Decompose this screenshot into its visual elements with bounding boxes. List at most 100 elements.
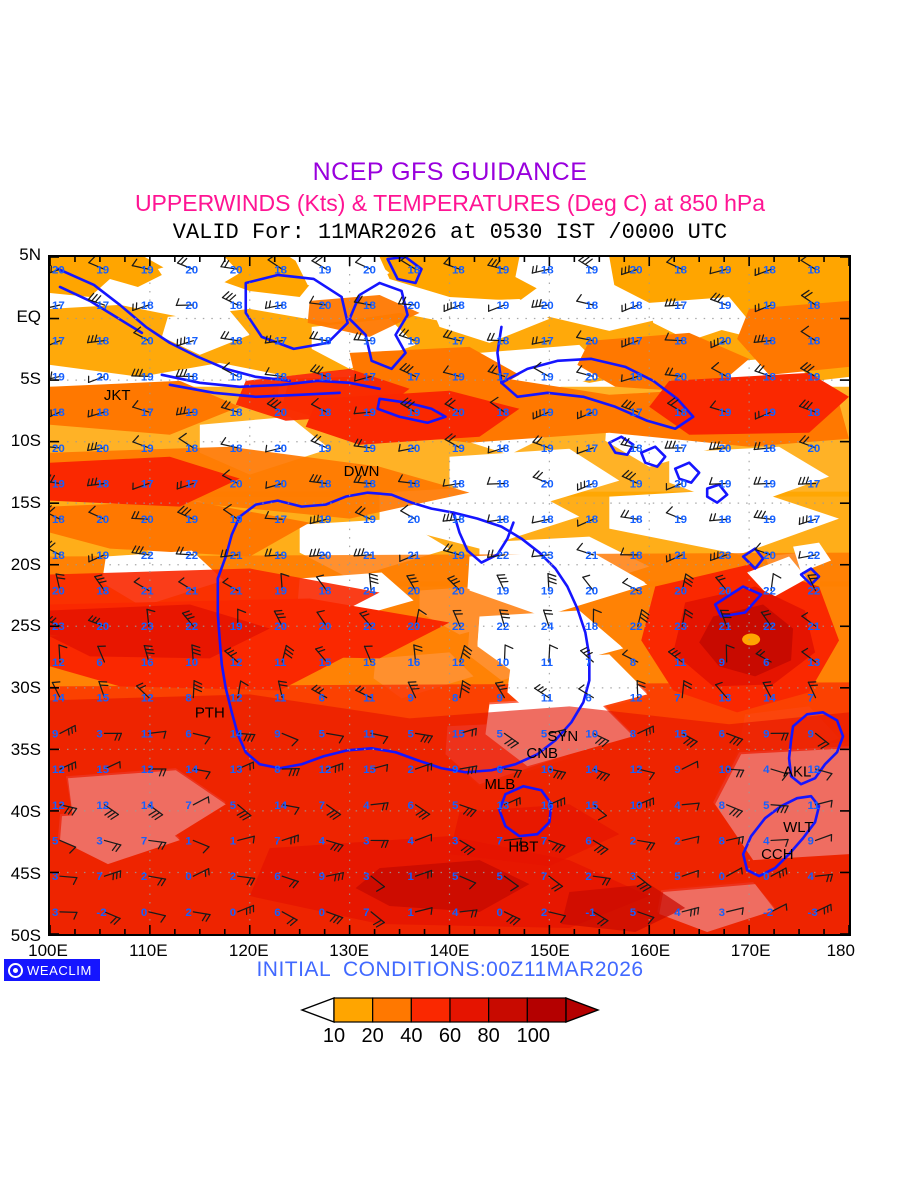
wind-barb [280,573,290,592]
x-axis-tick-170E: 170E [730,941,771,960]
temperature-label: 19 [452,371,465,383]
temperature-label: 15 [585,800,598,812]
temperature-label: 12 [319,764,332,776]
wind-barb [444,433,461,449]
wind-barb [710,337,728,349]
temperature-label: 11 [274,657,287,669]
wind-barb [221,291,239,306]
wind-barb [547,573,557,592]
city-label-cnb: CNB [526,745,558,762]
weaclim-logo[interactable]: WEACLIM [4,959,100,981]
y-axis-tick-5N: 5N [19,245,41,264]
temperature-label: 7 [274,835,280,847]
map-plot-area: 20 19 19 20 20 18 19 20 18 18 19 18 19 20 18 19 18 18 17 17… [11,245,855,960]
temperature-label: 18 [541,264,554,276]
temperature-label: 8 [185,693,192,705]
wind-barb [220,400,239,413]
temperature-label: 19 [541,443,554,455]
wind-barb [533,361,550,378]
temperature-label: 18 [408,478,421,490]
wind-barb [414,732,433,744]
temperature-label: 14 [141,800,154,812]
temperature-label: 11 [363,728,376,740]
temperature-label: 6 [319,693,325,705]
wind-barb [87,615,106,627]
wind-barb [86,334,106,344]
wind-barb [770,903,788,913]
temperature-label: 15 [96,764,109,776]
wind-barb [88,505,106,520]
temperature-label: 6 [763,657,769,669]
temperature-label: 18 [274,371,287,383]
temperature-label: 17 [541,336,554,348]
wind-barb [50,615,61,627]
initial-conditions-text: INITIAL CONDITIONS:00Z11MAR2026 [256,958,644,981]
temperature-label: 21 [719,621,732,633]
temperature-label: 18 [452,264,465,276]
temperature-label: 7 [319,800,325,812]
temperature-label: 18 [496,336,509,348]
wind-barb [414,869,433,879]
page-title-primary: NCEP GFS GUIDANCE [312,158,588,186]
wind-barb [178,577,194,592]
wind-barb [181,610,195,627]
temperature-label: 14 [585,764,598,776]
wind-barb [50,505,61,520]
wind-barb [542,609,554,627]
wind-barb [265,481,283,489]
temperature-label: 10 [630,800,643,812]
wind-barb [50,409,61,418]
wind-barb [814,768,833,781]
temperature-label: 19 [541,407,554,419]
temperature-label: 6 [719,728,725,740]
wind-barb [709,551,728,562]
wind-barb [592,839,609,856]
temperature-label: 12 [230,693,243,705]
wind-barb [681,680,693,699]
temperature-label: 6 [96,657,102,669]
temperature-label: 22 [496,550,509,562]
wind-barb [664,440,683,449]
temperature-label: 18 [674,336,687,348]
wind-barb [548,728,567,737]
temperature-label: 18 [96,336,109,348]
temperature-label: 21 [141,586,154,598]
temperature-label: 22 [763,621,776,633]
temperature-label: 5 [541,728,548,740]
temperature-label: 18 [496,443,509,455]
temperature-label: 18 [319,336,332,348]
wind-barb [814,873,834,883]
temperature-label: 20 [52,264,65,276]
temperature-label: 23 [541,550,554,562]
temperature-label: 19 [452,550,465,562]
temperature-label: 18 [496,514,509,526]
temperature-label: 22 [452,621,465,633]
wind-barb [59,911,78,920]
wind-barb [770,732,789,741]
wind-barb [548,875,564,892]
wind-barb [753,476,772,485]
wind-barb [175,406,194,416]
wind-barb [370,802,389,811]
wind-barb [548,768,567,780]
temperature-label: 0 [141,907,147,919]
colorbar-label-60: 60 [438,1025,462,1047]
temperature-label: 22 [141,550,154,562]
temperature-label: 19 [719,300,732,312]
temperature-label: 20 [185,264,198,276]
wind-barb [315,646,328,663]
wind-barb [621,399,639,413]
wind-barb [754,364,772,378]
wind-barb [353,332,372,342]
temperature-label: 18 [141,300,154,312]
wind-barb [576,446,594,455]
wind-barb [503,644,514,663]
temperature-label: 16 [541,800,554,812]
wind-barb [814,732,830,749]
temperature-label: 13 [363,657,376,669]
page-title-secondary: UPPERWINDS (Kts) & TEMPERATURES (Deg C) … [134,190,766,216]
wind-barb [459,645,473,663]
wind-barb [311,684,328,699]
wind-barb [709,400,728,413]
x-axis-tick-120E: 120E [228,941,269,960]
